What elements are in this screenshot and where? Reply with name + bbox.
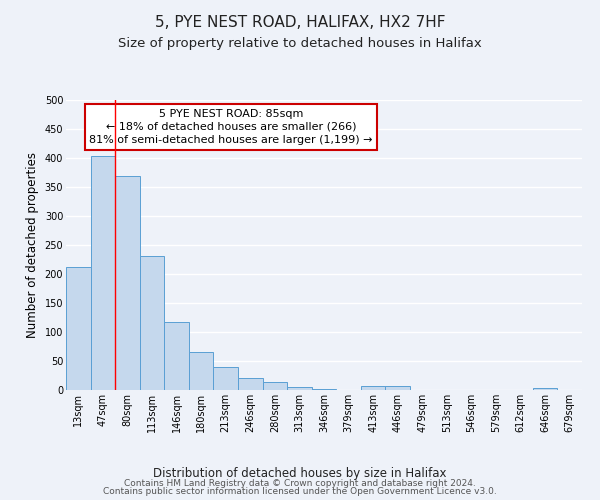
Bar (287, 387, 312, 390)
Bar (91, 156, 115, 390)
Bar (533, 388, 557, 390)
Text: 5 PYE NEST ROAD: 85sqm
← 18% of detached houses are smaller (266)
81% of semi-de: 5 PYE NEST ROAD: 85sqm ← 18% of detached… (89, 108, 373, 145)
Bar (140, 256, 164, 390)
Bar (164, 322, 189, 390)
Bar (214, 368, 238, 390)
Bar (361, 386, 385, 390)
Text: Contains HM Land Registry data © Crown copyright and database right 2024.: Contains HM Land Registry data © Crown c… (124, 478, 476, 488)
Bar (66, 267, 91, 390)
Y-axis label: Number of detached properties: Number of detached properties (26, 152, 39, 338)
Bar (385, 386, 410, 390)
Bar (263, 382, 287, 390)
Bar (189, 352, 214, 390)
Text: 5, PYE NEST ROAD, HALIFAX, HX2 7HF: 5, PYE NEST ROAD, HALIFAX, HX2 7HF (155, 15, 445, 30)
Text: Distribution of detached houses by size in Halifax: Distribution of detached houses by size … (153, 468, 447, 480)
Bar (238, 378, 263, 390)
Text: Size of property relative to detached houses in Halifax: Size of property relative to detached ho… (118, 38, 482, 51)
Text: Contains public sector information licensed under the Open Government Licence v3: Contains public sector information licen… (103, 487, 497, 496)
Bar (115, 176, 140, 390)
